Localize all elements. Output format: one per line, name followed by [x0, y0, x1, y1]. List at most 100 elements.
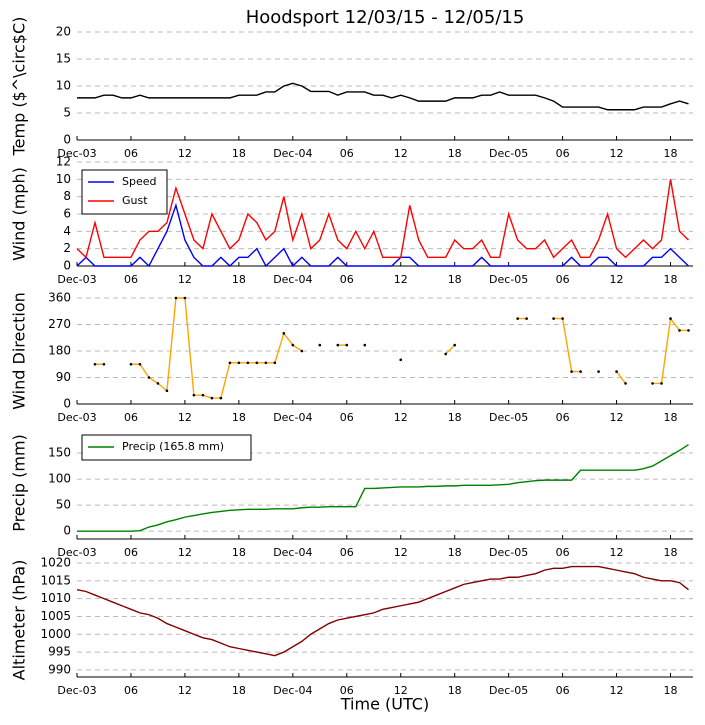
marker [336, 343, 340, 347]
y-tick-label: 100 [48, 472, 71, 486]
x-tick-label: 12 [394, 411, 408, 424]
legend-box [81, 169, 168, 215]
y-tick-label: 1015 [40, 573, 71, 587]
y-tick-label: 50 [56, 498, 71, 512]
x-tick-label: 12 [178, 273, 192, 286]
y-tick-label: 0 [63, 259, 71, 273]
y-tick-label: 1010 [40, 591, 71, 605]
x-tick-label: 12 [178, 684, 192, 697]
x-tick-label: 12 [394, 546, 408, 559]
series-line [76, 565, 689, 657]
marker [399, 358, 403, 362]
marker [102, 362, 106, 366]
x-tick-label: 18 [232, 684, 246, 697]
marker [345, 343, 349, 347]
marker [246, 361, 250, 365]
x-tick-label: 12 [178, 411, 192, 424]
y-tick-label: 12 [56, 155, 71, 169]
marker [363, 343, 367, 347]
y-tick-label: 10 [56, 172, 71, 186]
x-tick-label: 12 [178, 546, 192, 559]
x-tick-label: 18 [664, 684, 678, 697]
x-tick-label: Dec-05 [489, 411, 528, 424]
x-tick-label: Dec-05 [489, 147, 528, 160]
marker [273, 361, 277, 365]
marker [165, 389, 169, 393]
y-tick-label: 360 [48, 291, 71, 305]
x-tick-label: Dec-03 [57, 273, 96, 286]
y-tick-label: 0 [63, 524, 71, 538]
y-tick-label: 1000 [40, 627, 71, 641]
marker [219, 396, 223, 400]
x-tick-label: 06 [340, 273, 354, 286]
x-tick-label: 06 [556, 546, 570, 559]
y-tick-label: 20 [56, 25, 71, 39]
marker [255, 361, 259, 365]
marker [183, 296, 187, 300]
marker [624, 382, 627, 385]
x-tick-label: Dec-05 [489, 273, 528, 286]
marker [210, 396, 214, 400]
y-tick-label: 150 [48, 446, 71, 460]
y-tick-label: 1020 [40, 556, 71, 570]
x-tick-label: 18 [232, 411, 246, 424]
y-tick-label: 6 [63, 207, 71, 221]
x-tick-label: 06 [124, 147, 138, 160]
x-tick-label: 18 [448, 147, 462, 160]
marker [660, 382, 663, 385]
marker [201, 393, 205, 397]
marker [129, 362, 133, 366]
x-tick-label: 12 [394, 273, 408, 286]
x-tick-label: 12 [610, 411, 624, 424]
x-tick-label: 06 [124, 273, 138, 286]
y-tick-label: 180 [48, 344, 71, 358]
x-tick-label: 06 [340, 684, 354, 697]
marker [561, 317, 564, 320]
x-tick-label: 06 [124, 411, 138, 424]
marker [597, 370, 600, 373]
y-tick-label: 270 [48, 317, 71, 331]
x-tick-label: Dec-04 [273, 273, 312, 286]
marker [687, 329, 690, 332]
marker [192, 393, 196, 397]
x-tick-label: 18 [664, 147, 678, 160]
marker [651, 382, 654, 385]
x-tick-label: 18 [232, 273, 246, 286]
marker [138, 362, 142, 366]
y-tick-label: 995 [48, 645, 71, 659]
series-line [77, 444, 689, 532]
chart-title: Hoodsport 12/03/15 - 12/05/15 [246, 7, 525, 28]
x-tick-label: 06 [340, 147, 354, 160]
y-tick-label: 0 [63, 133, 71, 147]
y-tick-label: 2 [63, 241, 71, 255]
y-tick-label: 990 [48, 662, 71, 676]
x-tick-label: 06 [556, 684, 570, 697]
y-tick-label: 0 [63, 397, 71, 411]
legend-label: Speed [122, 175, 156, 188]
y-tick-label: 15 [56, 52, 71, 66]
x-tick-label: 12 [610, 684, 624, 697]
x-tick-label: 18 [448, 546, 462, 559]
marker [669, 317, 672, 320]
x-tick-label: 18 [448, 411, 462, 424]
marker [453, 343, 456, 347]
y-axis-label: Wind (mph) [10, 167, 29, 261]
marker [570, 370, 573, 373]
marker [156, 382, 160, 385]
y-tick-label: 4 [63, 224, 71, 238]
marker [264, 361, 268, 365]
marker [291, 343, 295, 347]
marker [228, 361, 232, 365]
x-tick-label: Dec-04 [273, 147, 312, 160]
y-tick-label: 5 [63, 106, 71, 120]
marker [300, 349, 304, 353]
x-tick-label: 18 [232, 546, 246, 559]
marker [237, 361, 241, 365]
series-line [94, 297, 689, 399]
x-tick-label: 12 [178, 147, 192, 160]
x-tick-label: 18 [448, 273, 462, 286]
marker [525, 317, 528, 320]
x-tick-label: 06 [340, 546, 354, 559]
x-tick-label: 18 [664, 411, 678, 424]
